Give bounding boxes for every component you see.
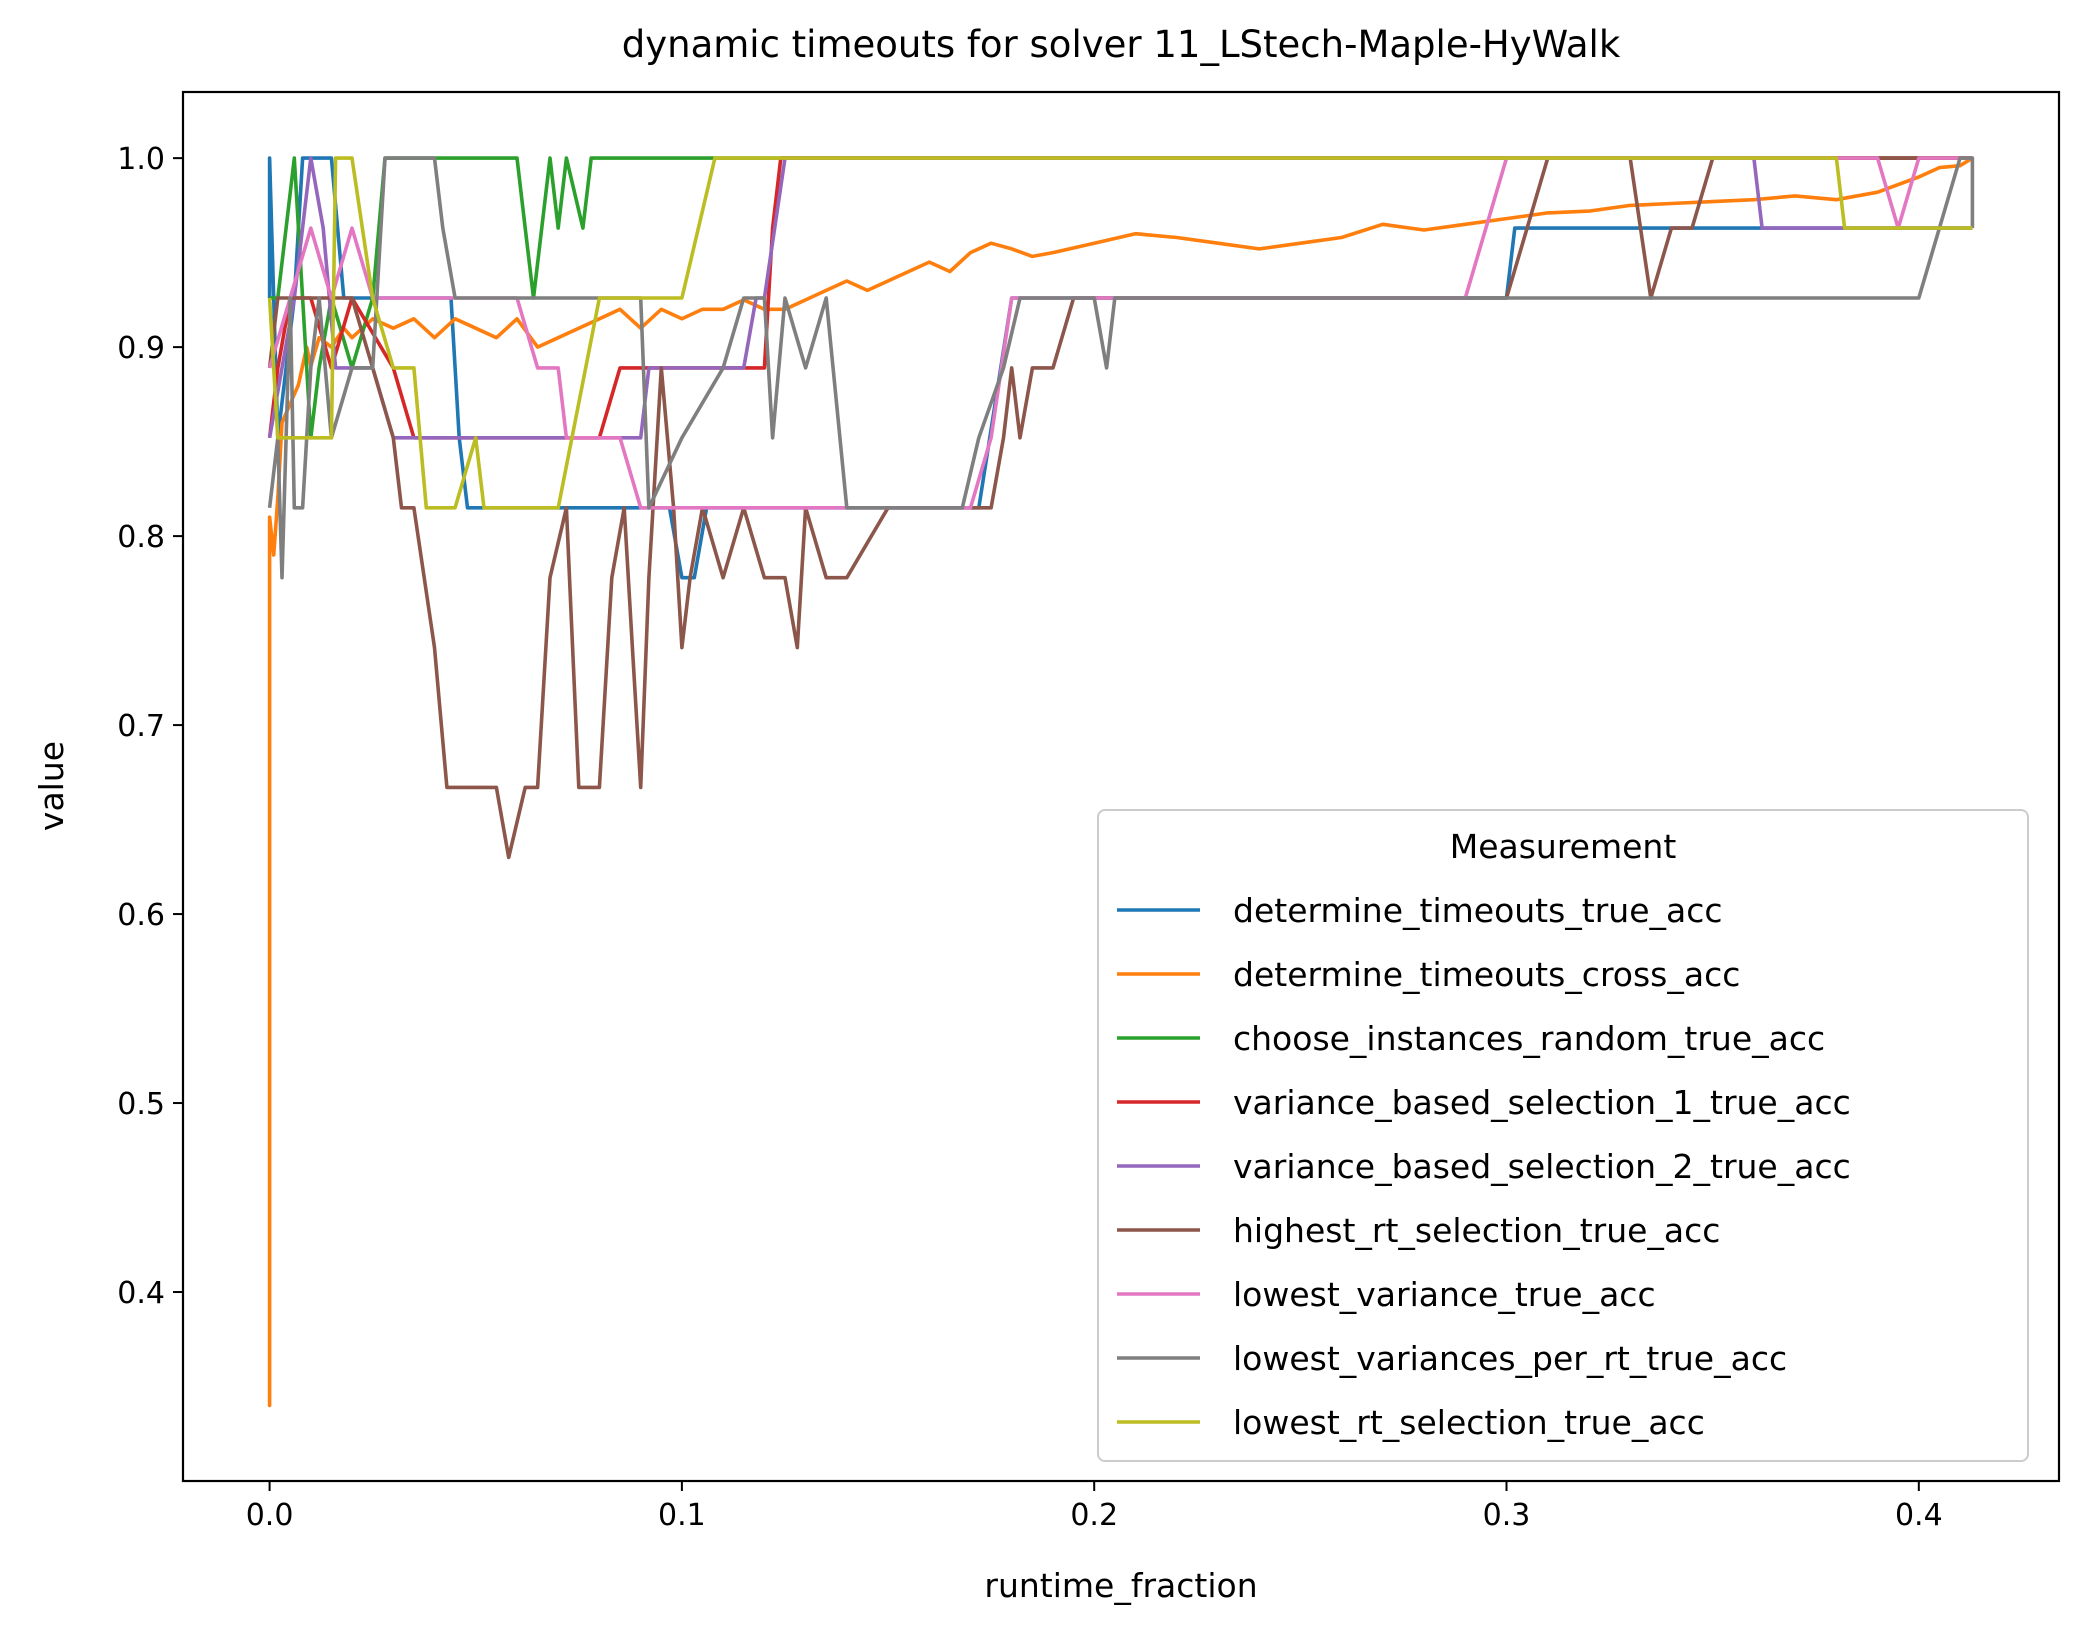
series-line-9 <box>267 156 1973 510</box>
legend-label-9: lowest_rt_selection_true_acc <box>1233 1403 1705 1442</box>
y-axis-label: value <box>32 741 71 831</box>
y-tick-label: 0.6 <box>117 898 165 933</box>
series-line-8 <box>267 156 1975 580</box>
plot-frame <box>181 90 2061 1483</box>
legend-items: determine_timeouts_true_acc determine_tim… <box>1117 891 1851 1442</box>
legend-box <box>1097 809 2029 1462</box>
legend-title: Measurement <box>1450 827 1677 866</box>
x-tick-label: 0.2 <box>1070 1498 1118 1533</box>
y-tick-label: 0.5 <box>117 1087 165 1122</box>
x-axis-label: runtime_fraction <box>984 1566 1257 1605</box>
x-tick-label: 0.4 <box>1895 1498 1943 1533</box>
y-tick-label: 1.0 <box>117 142 165 177</box>
legend-label-5: variance_based_selection_2_true_acc <box>1233 1147 1851 1186</box>
legend: Measurement determine_timeouts_true_accd… <box>1097 809 2029 1462</box>
x-tick-label: 0.0 <box>246 1498 294 1533</box>
series-layer <box>267 156 1975 1408</box>
legend-label-2: determine_timeouts_cross_acc <box>1233 955 1740 994</box>
y-tick-label: 0.8 <box>117 520 165 555</box>
y-tick-label: 0.4 <box>117 1276 165 1311</box>
y-tick-label: 0.7 <box>117 709 165 744</box>
legend-label-6: highest_rt_selection_true_acc <box>1233 1211 1720 1250</box>
legend-label-4: variance_based_selection_1_true_acc <box>1233 1083 1851 1122</box>
y-axis: 0.4 0.5 0.6 0.7 0.8 0.9 1.0 <box>117 142 183 1311</box>
x-tick-label: 0.3 <box>1483 1498 1531 1533</box>
legend-label-8: lowest_variances_per_rt_true_acc <box>1233 1339 1787 1378</box>
legend-label-7: lowest_variance_true_acc <box>1233 1275 1656 1314</box>
legend-label-1: determine_timeouts_true_acc <box>1233 891 1723 930</box>
x-tick-label: 0.1 <box>658 1498 706 1533</box>
chart-title: dynamic timeouts for solver 11_LStech-Ma… <box>622 23 1621 66</box>
legend-label-3: choose_instances_random_true_acc <box>1233 1019 1825 1058</box>
y-tick-label: 0.9 <box>117 331 165 366</box>
x-axis: 0.0 0.1 0.2 0.3 0.4 <box>246 1481 1943 1533</box>
